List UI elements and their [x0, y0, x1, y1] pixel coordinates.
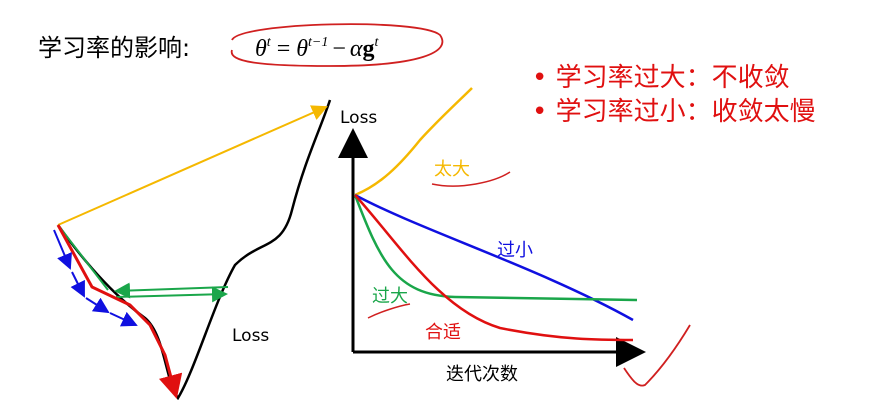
curve-right: [354, 194, 634, 342]
formula-part: g: [363, 36, 375, 62]
step-small: [109, 311, 138, 327]
formula-part: =: [277, 36, 291, 62]
formula-part: t: [375, 35, 380, 50]
formula-part: t: [267, 35, 272, 50]
formula-part: t−1: [308, 35, 328, 50]
formula-part: −: [332, 36, 346, 62]
step-right: [56, 224, 183, 399]
formula-part: α: [350, 36, 363, 62]
bullet-text: 学习率过大：不收敛: [556, 63, 790, 93]
curve-label: 合适: [425, 322, 461, 343]
y-axis-label: Loss: [340, 108, 377, 128]
step-small: [85, 297, 110, 314]
annotation-mark: [367, 303, 411, 319]
title: 学习率的影响:: [38, 34, 190, 62]
step-small: [53, 229, 72, 270]
annotation-mark: [431, 171, 511, 187]
bullet: • 学习率过大：不收敛: [532, 63, 790, 93]
formula: θt = θt−1− αgt: [255, 35, 380, 62]
step-large: [114, 282, 229, 299]
step-small: [70, 271, 85, 298]
annotation-check: [623, 324, 691, 387]
x-axis-label: 迭代次数: [446, 364, 518, 385]
curve-too-large: [354, 87, 473, 197]
step-too-large: [57, 105, 328, 226]
formula-part: θ: [255, 36, 267, 62]
curve-label: 过大: [372, 286, 408, 307]
curve-label: 太大: [434, 159, 470, 180]
curve-label: Loss: [232, 326, 269, 346]
step-large: [115, 286, 228, 303]
curve-large: [353, 194, 638, 302]
loss-curve: [56, 99, 332, 400]
curve-label: 过小: [497, 240, 533, 261]
formula-part: θ: [296, 36, 308, 62]
annotation-ellipse: [230, 23, 444, 67]
bullet-text: 学习率过小：收敛太慢: [556, 97, 816, 127]
step-large: [57, 224, 109, 291]
bullet: • 学习率过小：收敛太慢: [532, 97, 816, 127]
